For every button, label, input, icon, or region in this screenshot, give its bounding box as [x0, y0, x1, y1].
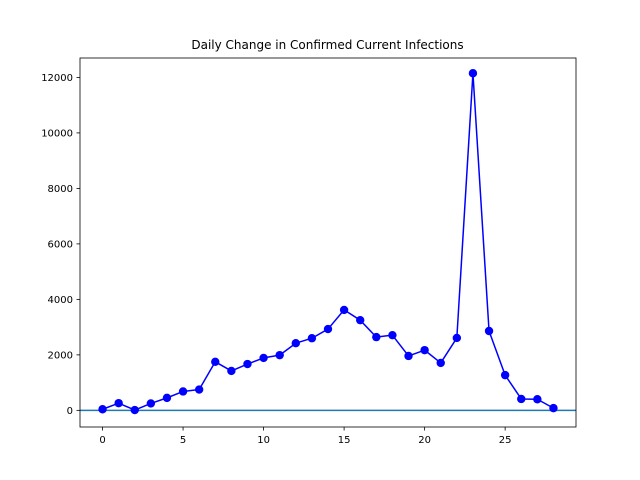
series-line — [102, 72, 554, 411]
data-point — [291, 339, 300, 348]
data-point — [339, 305, 349, 315]
data-point — [452, 333, 462, 343]
data-point — [114, 398, 123, 408]
data-point — [211, 357, 220, 367]
data-point — [275, 350, 284, 360]
data-point — [484, 326, 494, 336]
data-point — [404, 351, 413, 361]
data-point — [500, 370, 510, 380]
x-tick-label: 25 — [499, 435, 512, 446]
data-point — [98, 405, 107, 414]
y-tick-label: 8000 — [48, 184, 73, 195]
x-tick-label: 10 — [257, 435, 270, 446]
data-point — [227, 366, 236, 376]
data-point — [194, 385, 204, 394]
chart-title: Daily Change in Confirmed Current Infect… — [191, 38, 463, 52]
data-point — [420, 345, 429, 355]
data-point — [146, 399, 156, 408]
data-point — [549, 403, 558, 413]
data-point — [468, 69, 478, 78]
y-tick-label: 0 — [67, 406, 73, 417]
y-tick-label: 12000 — [41, 73, 73, 84]
data-point — [436, 358, 445, 368]
data-point — [372, 332, 381, 342]
data-point — [533, 395, 542, 404]
plot-area: 0 5 10 15 20 25 0 2000 4000 6000 8000 10000 12000 — [41, 57, 577, 446]
x-tick-label: 20 — [418, 435, 431, 446]
axes-frame — [79, 57, 577, 428]
data-point — [130, 405, 139, 415]
data-point — [517, 394, 526, 404]
x-tick-label: 0 — [99, 435, 105, 446]
x-tick-label: 15 — [338, 435, 351, 446]
y-tick-label: 10000 — [41, 128, 73, 139]
data-point — [307, 334, 317, 343]
data-point — [323, 324, 333, 334]
y-tick-label: 2000 — [48, 350, 73, 361]
data-point — [259, 353, 268, 363]
data-point — [178, 387, 188, 396]
data-point — [162, 393, 172, 403]
x-tick-label: 5 — [180, 435, 186, 446]
data-point — [356, 315, 365, 325]
data-point — [243, 359, 252, 369]
y-tick-label: 4000 — [48, 295, 73, 306]
y-tick-label: 6000 — [48, 239, 73, 250]
data-point — [388, 330, 397, 340]
